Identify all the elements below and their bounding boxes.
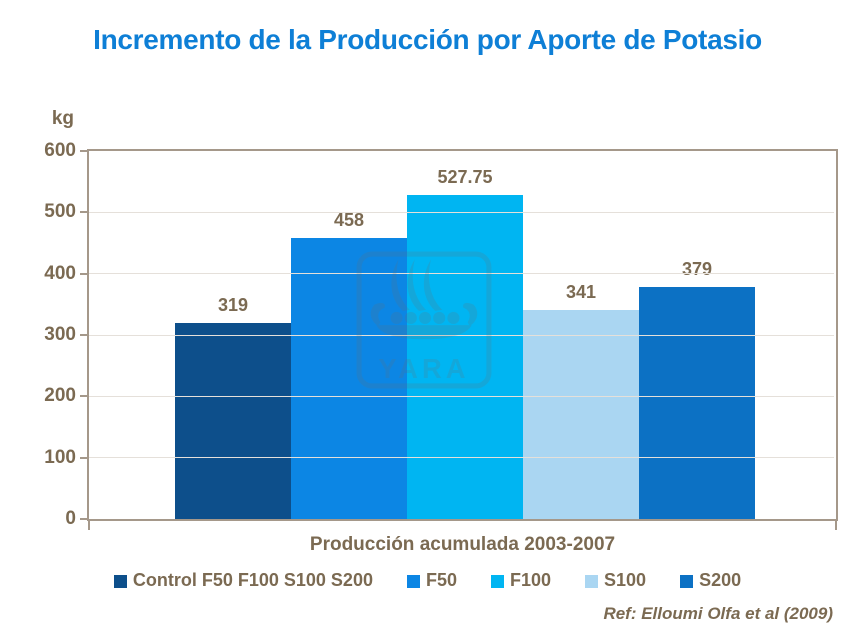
x-axis-label: Producción acumulada 2003-2007	[309, 534, 616, 555]
legend-item: S100	[585, 570, 646, 591]
legend-label: F50	[425, 570, 457, 590]
bar-value-label: 527.75	[437, 167, 493, 188]
legend-swatch	[113, 574, 127, 588]
bar-value-label: 379	[681, 258, 713, 279]
y-axis-tick-mark	[80, 334, 89, 336]
chart-title: Incremento de la Producción por Aporte d…	[93, 24, 762, 55]
bar	[639, 286, 755, 519]
y-axis-unit-label: kg	[51, 108, 74, 129]
y-axis-tick-mark	[80, 518, 89, 520]
y-axis-tick-mark	[80, 456, 89, 459]
y-axis-tick-mark	[80, 211, 89, 214]
legend-label: Control F50 F100 S100 S200	[132, 570, 373, 590]
y-axis-tick-label: 500	[44, 201, 76, 223]
bar	[523, 309, 639, 519]
bar	[175, 323, 291, 519]
y-axis-tick-mark	[80, 150, 89, 152]
legend: Control F50 F100 S100 S200 F50 F100 S100 S20…	[0, 570, 855, 591]
bar-value-label: 319	[217, 295, 249, 316]
legend-label: S100	[604, 570, 647, 590]
gridline	[89, 395, 834, 397]
gridline	[89, 211, 834, 213]
y-axis-tick-label: 200	[44, 385, 76, 407]
legend-swatch	[406, 574, 420, 588]
legend-label: F100	[510, 570, 552, 590]
y-axis-tick-label: 400	[44, 262, 76, 284]
legend-swatch	[680, 574, 694, 588]
y-axis-tick-mark	[80, 272, 89, 275]
y-axis-tick-label: 300	[44, 324, 76, 345]
y-axis-tick-label: 600	[44, 140, 76, 161]
bar-value-label: 341	[565, 281, 597, 302]
bar	[407, 195, 523, 519]
bar-value-label: 458	[333, 210, 365, 231]
legend-label: S200	[699, 570, 742, 590]
reference-text: Ref: Elloumi Olfa et al (2009)	[603, 604, 833, 623]
bar	[291, 238, 407, 519]
y-axis-tick-mark	[80, 395, 89, 398]
y-axis-tick-label: 0	[65, 508, 76, 529]
legend-item: F50	[406, 570, 457, 591]
legend-swatch	[491, 574, 504, 588]
y-axis-tick-label: 100	[44, 446, 76, 468]
legend-item: F100	[491, 570, 551, 591]
x-axis-tick-mark	[88, 521, 90, 530]
legend-item: Control F50 F100 S100 S200	[113, 570, 373, 591]
gridline	[89, 334, 834, 336]
legend-swatch	[585, 574, 599, 588]
gridline	[89, 457, 834, 459]
x-axis-tick-mark	[835, 521, 837, 530]
gridline	[89, 273, 834, 275]
legend-item: S200	[680, 570, 741, 591]
